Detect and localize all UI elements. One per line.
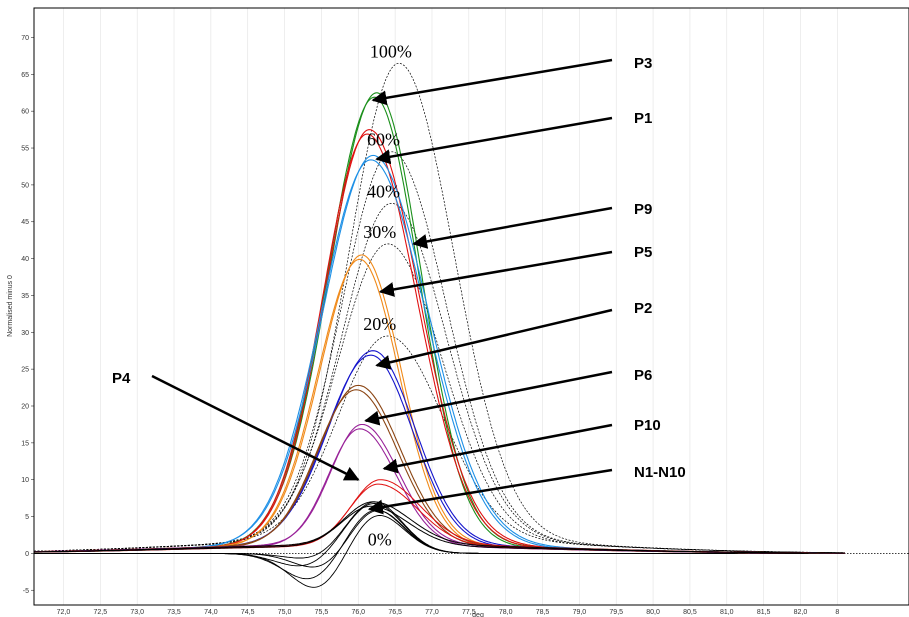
x-tick-label: 8: [835, 609, 839, 616]
standard-label: 60%: [367, 130, 400, 150]
y-axis-label: Normalised minus 0: [7, 275, 14, 337]
annotation-arrow: [375, 116, 613, 165]
standard-label: 20%: [363, 314, 396, 334]
annotation-arrow: [375, 308, 613, 370]
y-tick-label: 15: [21, 440, 29, 447]
x-tick-label: 73,5: [167, 609, 181, 616]
annotation-label: P3: [634, 55, 652, 72]
y-axis-ticks: -5 0 5 10 15 20 25 30 35 40 45 50 55 60 65 70: [21, 35, 34, 595]
annotation-arrow: [382, 423, 613, 474]
annotation-label: P9: [634, 201, 652, 218]
x-tick-label: 78,0: [499, 609, 513, 616]
standard-label: 100%: [370, 41, 412, 61]
x-tick-label: 73,0: [130, 609, 144, 616]
x-tick-label: 72,0: [57, 609, 71, 616]
x-tick-label: 79,5: [609, 609, 623, 616]
annotation-label: P5: [634, 244, 652, 261]
sample-curve: [34, 96, 845, 554]
standard-curve: [34, 62, 845, 554]
x-tick-label: 81,5: [757, 609, 771, 616]
x-axis-label: deg: [472, 612, 484, 617]
annotation-arrow: [371, 58, 613, 106]
y-tick-label: 5: [25, 514, 29, 521]
annotation-label: N1-N10: [634, 464, 686, 481]
annotation-arrow: [364, 370, 613, 426]
x-tick-label: 74,5: [241, 609, 255, 616]
y-tick-label: 70: [21, 35, 29, 42]
x-tick-label: 76,5: [388, 609, 402, 616]
y-tick-label: 35: [21, 293, 29, 300]
y-tick-label: 40: [21, 256, 29, 263]
x-tick-label: 78,5: [536, 609, 550, 616]
x-tick-label: 74,0: [204, 609, 218, 616]
sample-curve: [34, 154, 845, 554]
negative-trace: [34, 509, 845, 580]
standard-curve: [33, 335, 845, 554]
standard-labels: 100% 60% 40% 30% 20% 0%: [363, 41, 412, 549]
sample-curve: [34, 92, 845, 554]
annotation-arrow: [367, 468, 613, 515]
y-tick-label: 0: [25, 551, 29, 558]
y-tick-label: 45: [21, 219, 29, 226]
negative-trace: [34, 501, 845, 559]
annotation-label: P6: [634, 367, 652, 384]
y-tick-label: 20: [21, 404, 29, 411]
negative-trace: [34, 510, 845, 568]
annotation-arrow: [151, 374, 360, 481]
standard-label: 40%: [367, 181, 400, 201]
y-tick-label: 30: [21, 330, 29, 337]
x-tick-label: 80,0: [646, 609, 660, 616]
grid: [34, 8, 909, 605]
annotation-arrow: [378, 250, 613, 297]
x-tick-label: 77,5: [462, 609, 476, 616]
sample-curve: [33, 483, 845, 554]
x-tick-label: 75,0: [278, 609, 292, 616]
y-tick-label: 10: [21, 477, 29, 484]
standard-curve: [33, 243, 845, 554]
annotation-arrows: P3 P1 P9 P5 P2 P6 P10 P4 N1-N10: [112, 55, 686, 515]
negative-trace: [34, 503, 845, 567]
x-tick-label: 77,0: [425, 609, 439, 616]
curves: [33, 62, 845, 588]
x-tick-label: 82,0: [794, 609, 808, 616]
x-tick-label: 81,0: [720, 609, 734, 616]
y-tick-label: 60: [21, 109, 29, 116]
y-tick-label: 25: [21, 367, 29, 374]
x-tick-label: 79,0: [573, 609, 587, 616]
x-tick-label: 80,5: [683, 609, 697, 616]
annotation-label: P10: [634, 417, 661, 434]
sample-curve: [33, 423, 845, 554]
annotation-arrow: [412, 206, 613, 249]
annotation-label: P4: [112, 370, 131, 387]
standard-curve: [34, 151, 845, 554]
y-tick-label: 50: [21, 182, 29, 189]
annotation-label: P1: [634, 110, 652, 127]
sample-curve: [33, 505, 845, 554]
y-tick-label: 65: [21, 72, 29, 79]
y-tick-label: 55: [21, 146, 29, 153]
annotation-label: P2: [634, 300, 652, 317]
standard-label: 0%: [368, 529, 392, 549]
x-tick-label: 72,5: [94, 609, 108, 616]
standard-label: 30%: [363, 222, 396, 242]
x-axis-ticks: 72,0 72,5 73,0 73,5 74,0 74,5 75,0 75,5 76,0 76,5…: [57, 609, 840, 616]
y-tick-label: -5: [23, 588, 29, 595]
x-tick-label: 75,5: [315, 609, 329, 616]
x-tick-label: 76,0: [351, 609, 365, 616]
plot-frame: [33, 7, 909, 606]
